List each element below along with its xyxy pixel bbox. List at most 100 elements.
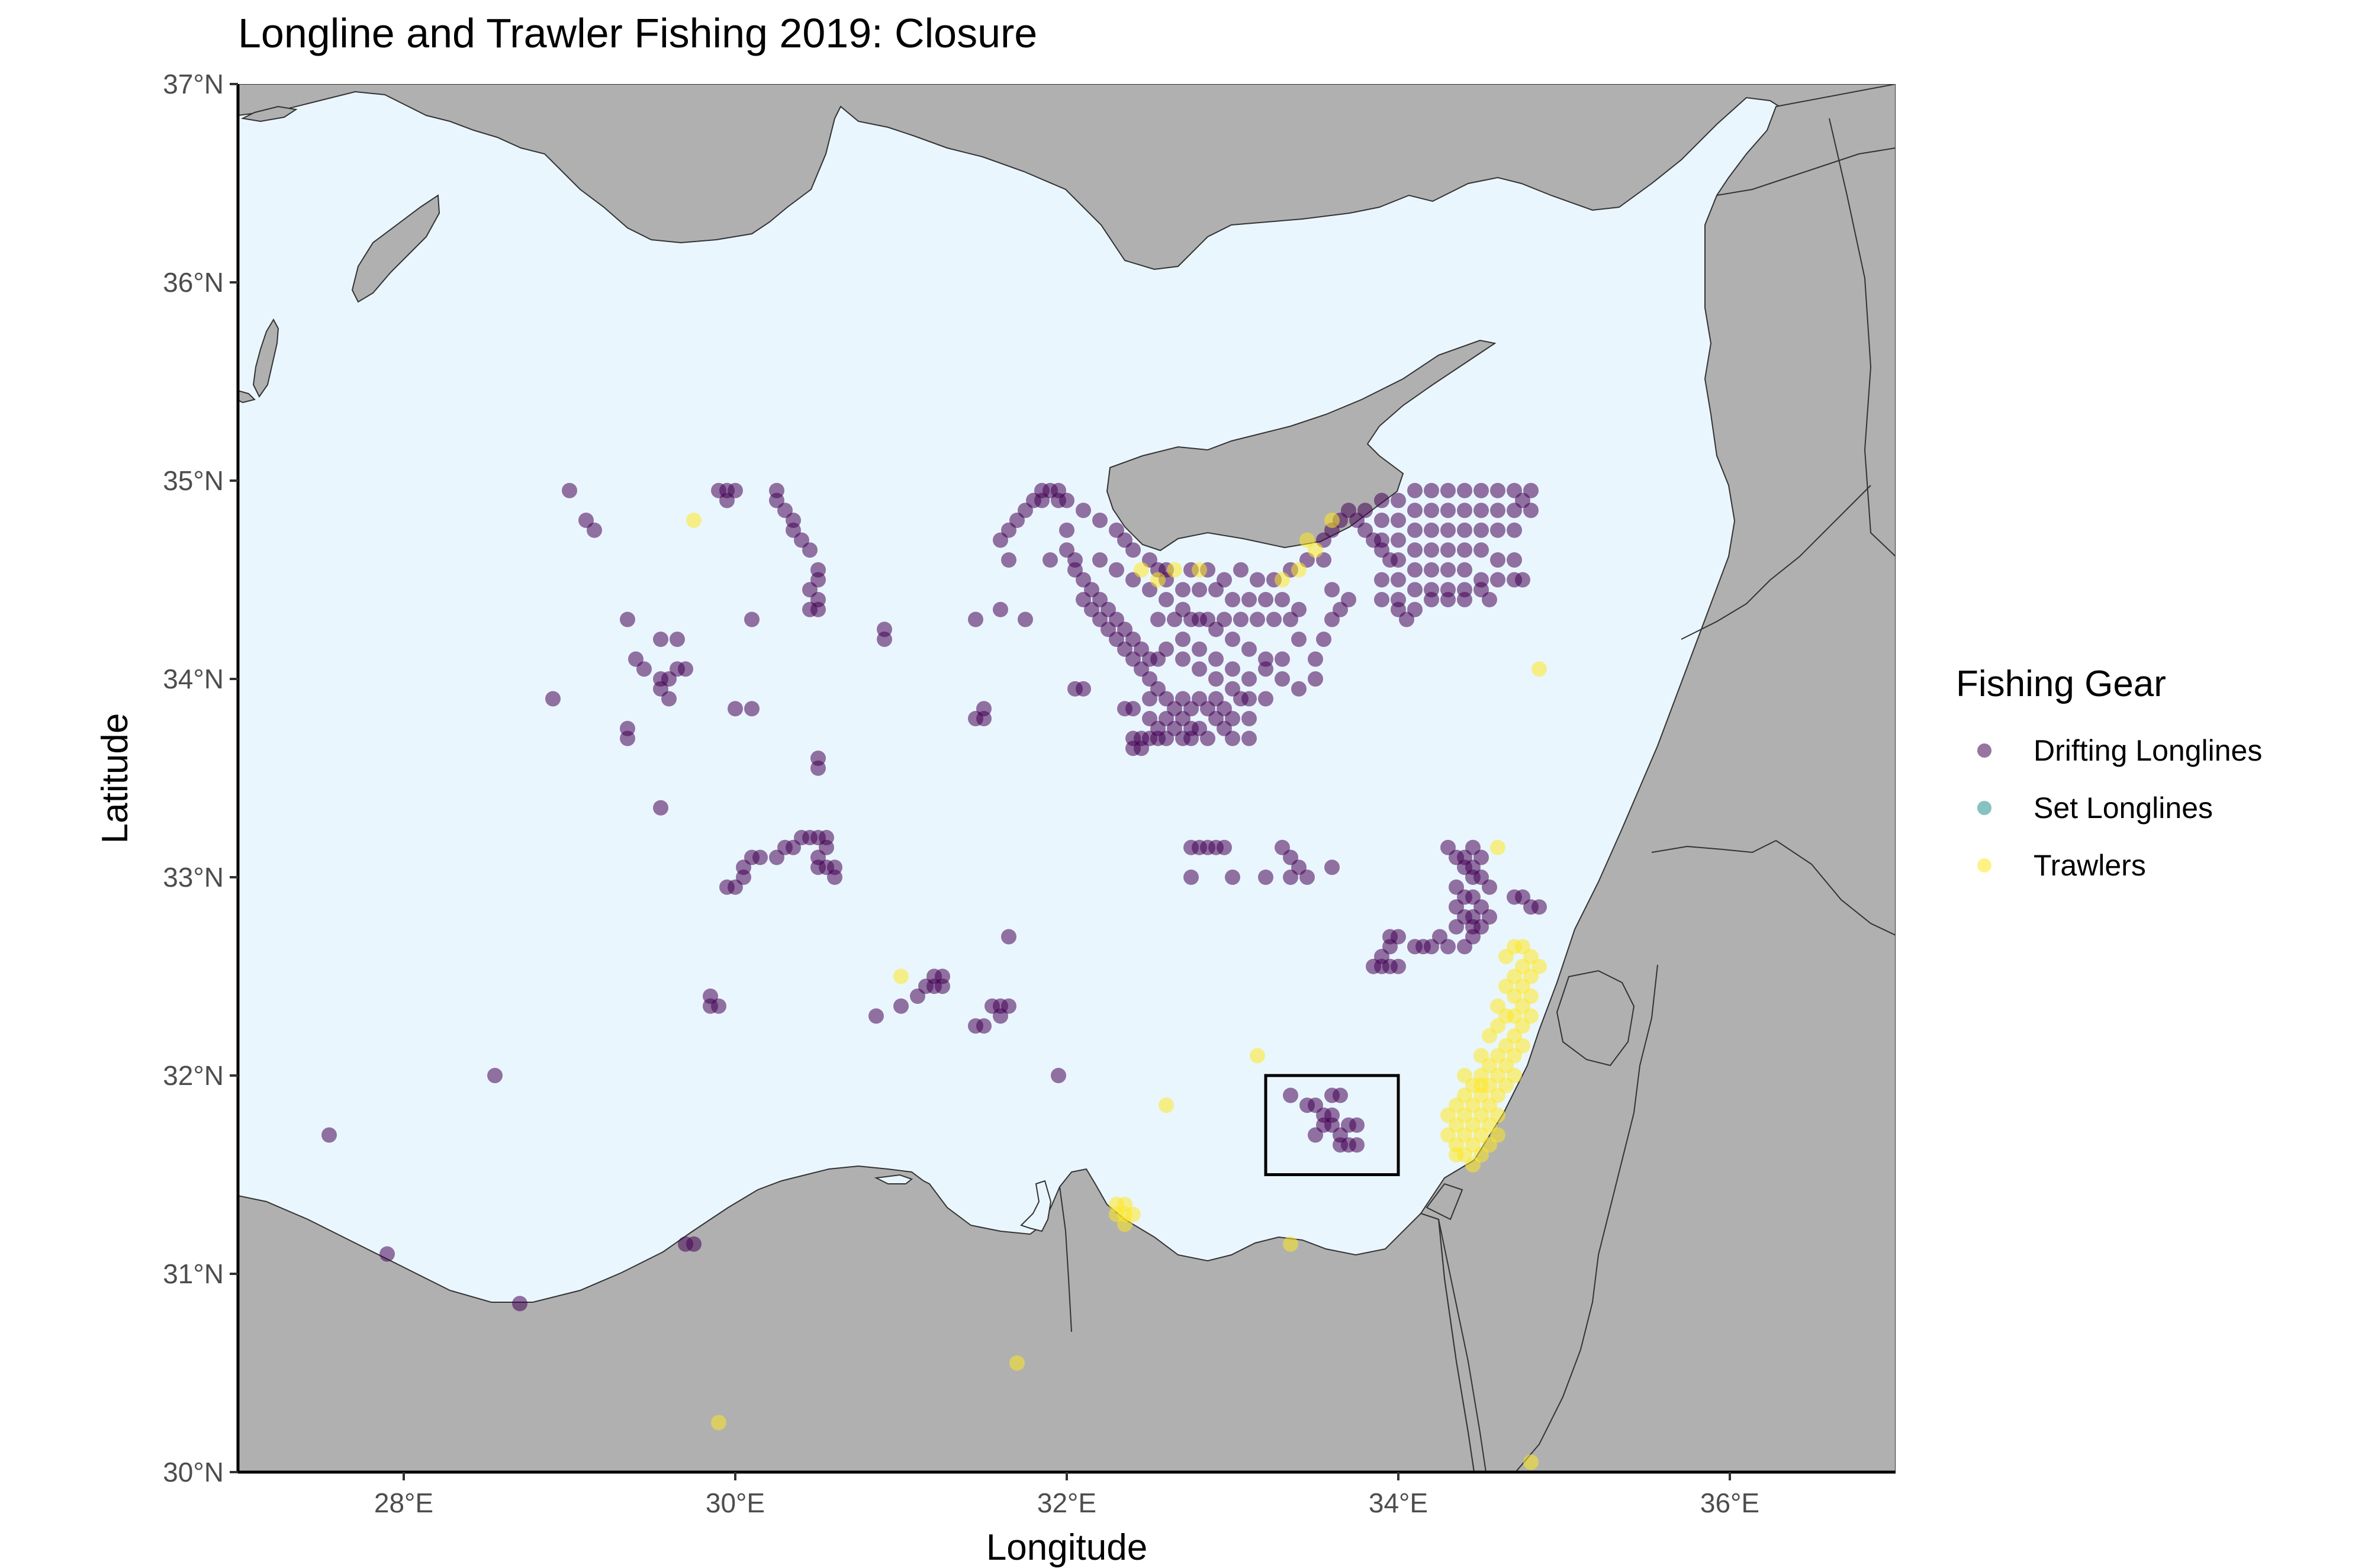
drifting-longlines-point — [1059, 492, 1074, 508]
drifting-longlines-point — [1374, 532, 1389, 548]
drifting-longlines-point — [1374, 958, 1389, 974]
drifting-longlines-point — [686, 1236, 702, 1252]
drifting-longlines-point — [1159, 592, 1174, 607]
drifting-longlines-point — [1374, 572, 1389, 588]
drifting-longlines-point — [661, 691, 677, 707]
trawlers-point — [1515, 1038, 1530, 1054]
trawlers-point — [1150, 572, 1166, 588]
drifting-longlines-point — [1324, 859, 1340, 875]
drifting-longlines-point — [379, 1246, 395, 1262]
drifting-longlines-point — [1241, 730, 1257, 746]
drifting-longlines-point — [620, 730, 635, 746]
drifting-longlines-point — [1391, 572, 1406, 588]
drifting-longlines-point — [810, 760, 826, 776]
drifting-longlines-point — [562, 482, 577, 498]
trawlers-point — [1299, 532, 1315, 548]
drifting-longlines-point — [1440, 522, 1456, 538]
drifting-longlines-point — [1192, 641, 1207, 657]
drifting-longlines-point — [1407, 601, 1423, 617]
drifting-longlines-point — [1175, 582, 1191, 598]
drifting-longlines-point — [1109, 562, 1124, 578]
drifting-longlines-point — [1217, 611, 1232, 627]
trawlers-point — [1324, 513, 1340, 528]
drifting-longlines-point — [1001, 929, 1016, 945]
drifting-longlines-point — [802, 542, 818, 558]
drifting-longlines-point — [1208, 651, 1224, 667]
cyprus-island — [1106, 339, 1497, 552]
drifting-longlines-point — [1440, 939, 1456, 955]
drifting-longlines-point — [653, 632, 668, 647]
trawlers-point — [893, 968, 909, 984]
drifting-longlines-point — [968, 611, 983, 627]
drifting-longlines-point — [1357, 503, 1373, 519]
drifting-longlines-point — [636, 661, 652, 677]
y-tick-label: 35°N — [163, 465, 224, 496]
drifting-longlines-point — [1333, 1087, 1348, 1103]
drifting-longlines-point — [678, 661, 693, 677]
drifting-longlines-point — [976, 711, 992, 726]
kos-island — [240, 105, 298, 123]
drifting-longlines-point — [1275, 671, 1290, 687]
drifting-longlines-point — [1507, 552, 1522, 568]
drifting-longlines-point — [1316, 632, 1331, 647]
drifting-longlines-point — [1275, 651, 1290, 667]
drifting-longlines-point — [321, 1127, 337, 1143]
syria-jordan-border — [1775, 840, 1896, 936]
lake-manzala — [1020, 1180, 1052, 1232]
drifting-longlines-point — [1250, 611, 1265, 627]
legend-title: Fishing Gear — [1956, 664, 2166, 704]
drifting-longlines-point — [1374, 492, 1389, 508]
drifting-longlines-point — [893, 998, 909, 1014]
chart-title: Longline and Trawler Fishing 2019: Closu… — [238, 10, 1037, 56]
x-tick-label: 32°E — [1037, 1487, 1096, 1518]
lake-burullus — [874, 1174, 913, 1184]
drifting-longlines-point — [1391, 958, 1406, 974]
drifting-longlines-point — [1150, 611, 1166, 627]
legend-item-trawlers: Trawlers — [1977, 849, 2146, 882]
y-tick-label: 31°N — [163, 1258, 224, 1289]
drifting-longlines-point — [1241, 641, 1257, 657]
drifting-longlines-point — [1183, 870, 1199, 885]
trawlers-point — [1532, 958, 1547, 974]
drifting-longlines-point — [1308, 651, 1323, 667]
drifting-longlines-point — [1001, 552, 1016, 568]
drifting-longlines-point — [827, 870, 842, 885]
trawlers-point — [711, 1415, 726, 1431]
legend: Fishing Gear Drifting Longlines Set Long… — [1956, 664, 2262, 882]
drifting-longlines-point — [1167, 611, 1182, 627]
trawlers-point — [1490, 1127, 1505, 1143]
trawlers-point — [1167, 562, 1182, 578]
drifting-longlines-point — [1283, 1087, 1298, 1103]
drifting-longlines-point — [1349, 1137, 1365, 1153]
drifting-longlines-point — [1532, 899, 1547, 915]
drifting-longlines-point — [1440, 592, 1456, 607]
drifting-longlines-point — [1391, 552, 1406, 568]
egypt-israel-border — [1438, 1219, 1487, 1472]
drifting-longlines-point — [1092, 552, 1108, 568]
trawlers-point — [1473, 1077, 1489, 1093]
x-tick-label: 28°E — [374, 1487, 433, 1518]
drifting-longlines-point — [1183, 730, 1199, 746]
drifting-longlines-point — [1424, 482, 1439, 498]
drifting-longlines-point — [1407, 562, 1423, 578]
trawlers-point — [1490, 998, 1505, 1014]
trawlers-point — [1457, 1087, 1472, 1103]
drifting-longlines-point — [810, 601, 826, 617]
drifting-longlines-point — [728, 482, 743, 498]
drifting-longlines-point — [1523, 482, 1539, 498]
drifting-longlines-point — [1374, 513, 1389, 528]
trawlers-point — [1532, 661, 1547, 677]
y-tick-label: 36°N — [163, 267, 224, 298]
trawlers-point — [1482, 1028, 1497, 1044]
drifting-longlines-point — [1275, 592, 1290, 607]
drifting-longlines-point — [1233, 611, 1249, 627]
drifting-longlines-point — [1134, 730, 1149, 746]
drifting-longlines-point — [1482, 592, 1497, 607]
x-tick-label: 30°E — [706, 1487, 765, 1518]
drifting-longlines-point — [1250, 572, 1265, 588]
drifting-longlines-point — [877, 632, 892, 647]
drifting-longlines-point — [1051, 1068, 1066, 1083]
legend-item-drifting-longlines: Drifting Longlines — [1977, 734, 2262, 767]
trawlers-point — [1523, 1008, 1539, 1024]
